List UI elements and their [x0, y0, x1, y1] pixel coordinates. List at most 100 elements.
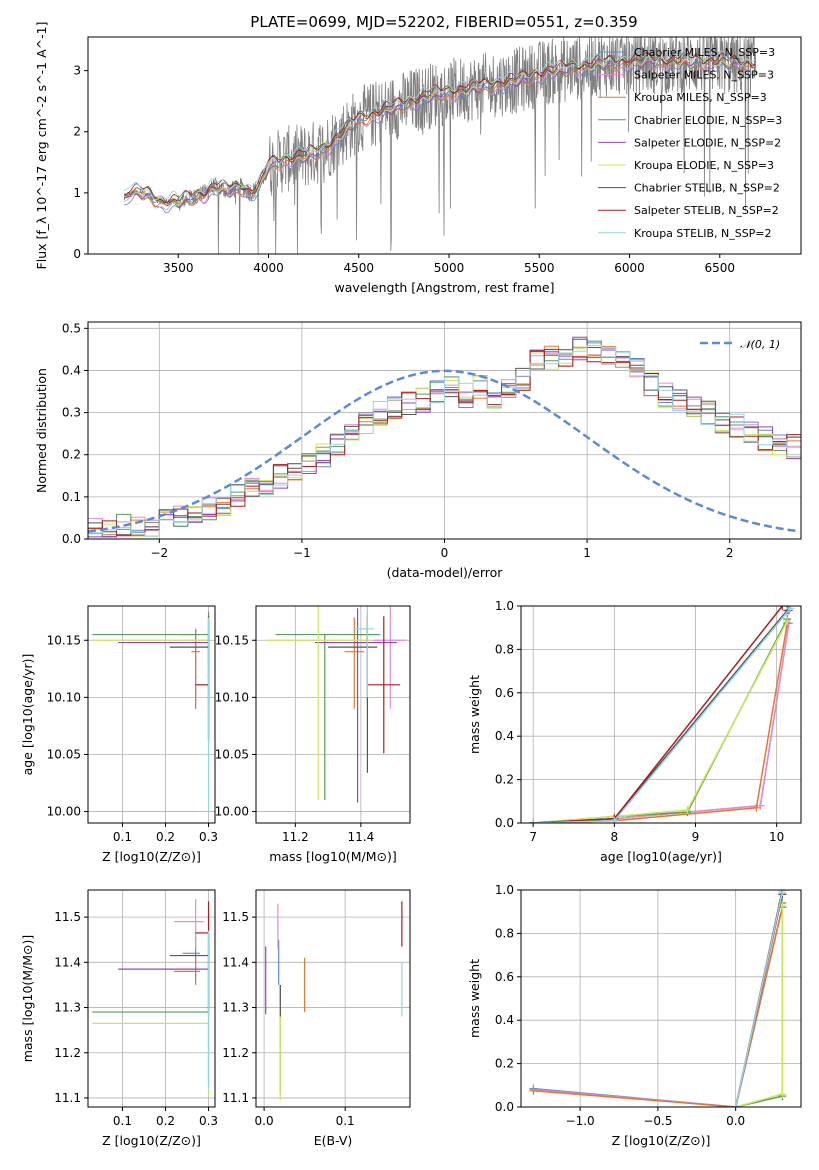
mass-vs-z-ytick-label: 11.1 — [54, 1091, 81, 1105]
residuals-ytick-label: 0.3 — [62, 406, 81, 420]
mass-weight-marker — [529, 1086, 538, 1095]
mass-vs-ebv-ytick-label: 11.5 — [222, 910, 249, 924]
mass-weight-vs-z-ytick-label: 1.0 — [495, 883, 514, 897]
mass-vs-z-ytick-label: 11.3 — [54, 1001, 81, 1015]
mass-weight-vs-age-plot-area — [529, 606, 795, 823]
legend-entry: Salpeter MILES, N_SSP=3 — [634, 69, 774, 82]
mass-vs-z-ytick-label: 11.5 — [54, 910, 81, 924]
mass-weight-line — [533, 620, 788, 823]
mass-vs-ebv-ytick-label: 11.2 — [222, 1046, 249, 1060]
mass-vs-z-ytick-label: 11.2 — [54, 1046, 81, 1060]
mass-weight-line — [533, 907, 784, 1107]
residuals-ytick-label: 0.2 — [62, 448, 81, 462]
mass-vs-ebv-xtick-label: 0.0 — [255, 1114, 274, 1128]
mass-weight-line — [533, 623, 788, 823]
mass-weight-marker — [783, 617, 792, 626]
legend-entry: Kroupa MILES, N_SSP=3 — [634, 91, 767, 104]
age-vs-mass-xtick-label: 11.4 — [347, 830, 374, 844]
spectrum-xtick-label: 3500 — [163, 261, 194, 275]
mass-weight-vs-age-frame — [520, 605, 802, 824]
age-vs-z-xlabel: Z [log10(Z/Z⊙)] — [102, 849, 201, 864]
mass-vs-z-xtick-label: 0.2 — [156, 1114, 175, 1128]
mass-weight-line — [533, 623, 790, 823]
spectrum-xtick-label: 4500 — [343, 261, 374, 275]
mass-weight-line — [533, 623, 790, 823]
residuals-ytick-label: 0.1 — [62, 490, 81, 504]
spectrum-panel: 3500 4000 4500 5000 5500 6000 6500 0 1 2 3 waveleng… — [34, 22, 802, 295]
mass-weight-marker — [786, 606, 795, 613]
mass-vs-z-xtick-label: 0.3 — [199, 1114, 218, 1128]
spectrum-xtick-label: 5500 — [524, 261, 555, 275]
gaussian-curve — [88, 369, 799, 533]
residuals-xtick-label: 0 — [441, 546, 449, 560]
mass-vs-z-panel: 0.1 0.2 0.3 11.1 11.2 11.3 11.4 11.5 Z [log10(Z/… — [20, 889, 218, 1148]
mass-weight-vs-age-ytick-label: 0.6 — [495, 686, 514, 700]
mass-vs-z-plot-area — [92, 899, 210, 1096]
mass-weight-vs-age-xtick-label: 8 — [611, 830, 619, 844]
spectrum-xtick-label: 6000 — [614, 261, 645, 275]
spectrum-xtick-label: 6500 — [704, 261, 735, 275]
mass-weight-vs-z-ytick-label: 0.0 — [495, 1100, 514, 1114]
mass-weight-vs-age-xtick-label: 9 — [692, 830, 700, 844]
mass-weight-line — [533, 606, 783, 823]
age-vs-mass-ytick-label: 10.00 — [215, 805, 249, 819]
legend-entry: Salpeter ELODIE, N_SSP=2 — [634, 136, 781, 149]
mass-weight-line — [533, 609, 790, 823]
age-vs-mass-plot-area — [265, 606, 407, 803]
mass-vs-ebv-xtick-label: 0.1 — [336, 1114, 355, 1128]
spectrum-ytick-label: 0 — [73, 247, 81, 261]
mass-weight-line — [533, 609, 788, 823]
age-vs-z-ytick-label: 10.15 — [47, 633, 81, 647]
mass-weight-vs-z-ylabel: mass weight — [467, 959, 482, 1038]
legend-entry: Chabrier ELODIE, N_SSP=3 — [634, 114, 782, 127]
mass-weight-vs-age-xlabel: age [log10(age/yr)] — [600, 849, 722, 864]
age-vs-mass-frame — [255, 605, 411, 824]
mass-vs-ebv-panel: 0.0 0.1 11.1 11.2 11.3 11.4 11.5 E(B-V) — [222, 889, 411, 1148]
age-vs-z-xtick-label: 0.2 — [156, 830, 175, 844]
residuals-xtick-label: 1 — [583, 546, 591, 560]
legend-entry: Chabrier STELIB, N_SSP=2 — [634, 182, 780, 195]
age-vs-z-plot-area — [92, 611, 210, 812]
mass-vs-z-ytick-label: 11.4 — [54, 955, 81, 969]
age-vs-mass-xtick-label: 11.2 — [282, 830, 309, 844]
figure-title: PLATE=0699, MJD=52202, FIBERID=0551, z=0… — [250, 13, 637, 31]
residual-histogram-step — [88, 336, 801, 538]
spectrum-xlabel: wavelength [Angstrom, rest frame] — [334, 280, 554, 295]
mass-weight-vs-age-ytick-label: 1.0 — [495, 599, 514, 613]
mass-weight-vs-z-ytick-label: 0.6 — [495, 970, 514, 984]
mass-weight-vs-age-xtick-label: 7 — [529, 830, 537, 844]
mass-vs-z-xtick-label: 0.1 — [113, 1114, 132, 1128]
mass-weight-marker — [756, 801, 765, 810]
age-vs-mass-ytick-label: 10.05 — [215, 747, 249, 761]
model-spectrum-line — [123, 51, 756, 204]
age-vs-z-panel: 0.1 0.2 0.3 10.00 10.05 10.10 10.15 Z [log10(Z/… — [20, 605, 218, 864]
mass-weight-vs-z-ytick-label: 0.4 — [495, 1013, 514, 1027]
spectrum-frame — [87, 36, 802, 255]
mass-weight-marker — [683, 805, 692, 814]
spectrum-ytick-label: 1 — [73, 186, 81, 200]
residuals-ytick-label: 0.4 — [62, 363, 81, 377]
mass-weight-vs-z-frame — [520, 889, 802, 1108]
residuals-panel: −2 −1 0 1 2 0.0 0.1 0.2 0.3 0.4 0.5 (data-model)/er… — [34, 321, 802, 580]
mass-weight-marker — [778, 606, 787, 610]
mass-weight-vs-age-ytick-label: 0.0 — [495, 816, 514, 830]
age-vs-mass-ytick-label: 10.10 — [215, 690, 249, 704]
age-vs-z-ytick-label: 10.05 — [47, 747, 81, 761]
age-vs-z-xtick-label: 0.1 — [113, 830, 132, 844]
age-vs-z-ytick-label: 10.10 — [47, 690, 81, 704]
mass-weight-vs-age-xtick-label: 10 — [769, 830, 784, 844]
mass-weight-vs-z-xtick-label: −1.0 — [566, 1114, 595, 1128]
legend-entry: Kroupa ELODIE, N_SSP=3 — [634, 159, 774, 172]
residuals-xtick-label: 2 — [726, 546, 734, 560]
mass-weight-marker — [752, 803, 761, 812]
residuals-xlabel: (data-model)/error — [387, 565, 504, 580]
mass-weight-vs-z-plot-area — [529, 890, 787, 1107]
mass-vs-ebv-ytick-label: 11.3 — [222, 1001, 249, 1015]
mass-vs-ebv-ytick-label: 11.4 — [222, 955, 249, 969]
mass-vs-ebv-ytick-label: 11.1 — [222, 1091, 249, 1105]
spectrum-ytick-label: 3 — [73, 64, 81, 78]
mass-vs-z-xlabel: Z [log10(Z/Z⊙)] — [102, 1133, 201, 1148]
residuals-xtick-label: −1 — [293, 546, 311, 560]
model-spectrum-line — [123, 50, 756, 201]
model-spectrum-line — [123, 56, 756, 208]
